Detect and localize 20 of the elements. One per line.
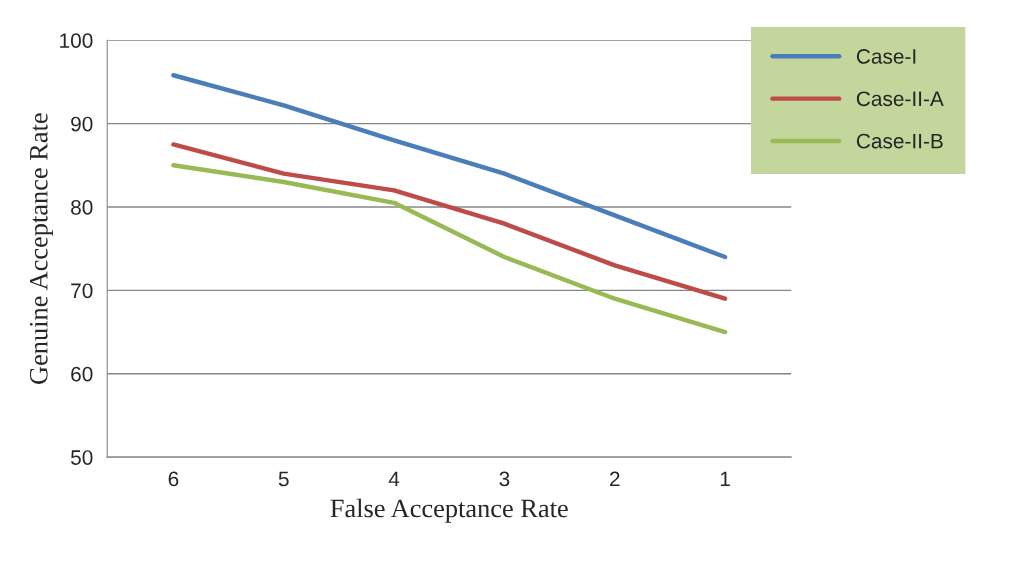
x-tick-label: 2	[610, 471, 620, 487]
y-tick-label: 60	[71, 366, 93, 382]
line-series	[171, 73, 728, 260]
x-tick-label: 5	[278, 471, 289, 487]
legend-label: Case-I	[856, 49, 916, 64]
line-series	[171, 163, 728, 335]
y-tick-label: 90	[71, 116, 93, 132]
x-axis-title: False Acceptance Rate	[330, 498, 568, 523]
x-tick-label: 4	[388, 471, 400, 487]
x-tick-label: 1	[720, 471, 730, 487]
y-tick-label: 50	[70, 450, 93, 465]
x-tick-label: 3	[499, 471, 510, 487]
y-tick-label: 100	[60, 33, 93, 48]
x-tick-label: 6	[168, 471, 179, 487]
y-tick-label: 70	[71, 283, 93, 299]
legend-label: Case-II-B	[856, 133, 943, 149]
y-axis-title: Genuine Acceptance Rate	[29, 113, 53, 384]
legend-label: Case-II-A	[856, 91, 944, 107]
line-series	[171, 142, 728, 301]
y-tick-label: 80	[71, 200, 93, 215]
